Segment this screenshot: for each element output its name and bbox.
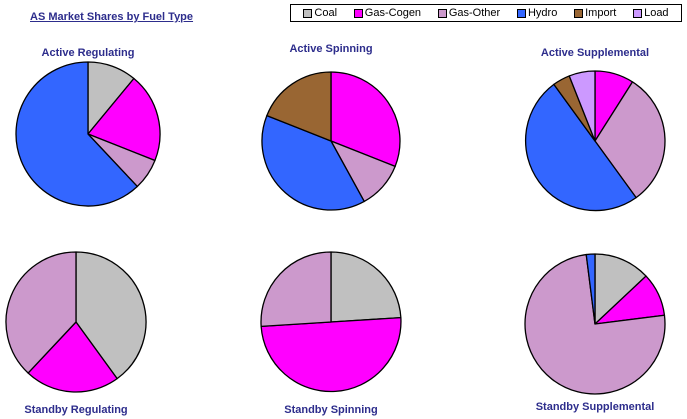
slice-standby-spinning-coal [330,251,402,323]
slice-active-spinning-import [266,71,332,142]
legend-label-coal: Coal [314,7,338,19]
slice-standby-supplemental-hydro [585,253,596,325]
pie-title-active-spinning: Active Spinning [289,43,372,55]
legend: Coal Gas-Cogen Gas-Other Hydro Import Lo… [290,4,682,22]
slice-standby-spinning-gas-other [260,251,332,328]
slice-active-spinning-hydro [261,114,365,211]
main-title: AS Market Shares by Fuel Type [30,11,194,23]
slice-active-supplemental-hydro [525,83,637,212]
legend-item-coal: Coal [303,7,337,19]
pie-active-regulating: Active Regulating [15,47,161,207]
pie-standby-spinning: Standby Spinning [260,251,402,416]
legend-label-import: Import [585,7,617,19]
legend-swatch-gas-other [437,8,447,18]
legend-label-gas-cogen: Gas-Cogen [364,7,422,19]
legend-item-import: Import [574,7,616,19]
legend-item-gas-cogen: Gas-Cogen [353,7,422,19]
legend-item-load: Load [633,7,669,19]
pie-standby-regulating: Standby Regulating [5,251,147,416]
legend-swatch-coal [303,8,313,18]
slice-standby-regulating-gas-other [5,251,77,374]
slice-active-spinning-gas-cogen [330,71,401,168]
slice-standby-regulating-gas-cogen [27,321,118,393]
slice-standby-regulating-coal [75,251,147,380]
legend-label-gas-other: Gas-Other [448,7,501,19]
pie-title-active-supplemental: Active Supplemental [541,47,649,59]
legend-swatch-load [633,8,643,18]
legend-item-gas-other: Gas-Other [437,7,501,19]
slice-active-supplemental-load [568,70,596,142]
legend-swatch-hydro [516,8,526,18]
pie-title-standby-spinning: Standby Spinning [284,404,378,416]
legend-label-hydro: Hydro [527,7,558,19]
pie-title-standby-supplemental: Standby Supplemental [536,401,655,413]
legend-label-load: Load [644,7,669,19]
pie-title-standby-regulating: Standby Regulating [24,404,127,416]
pie-standby-supplemental: Standby Supplemental [524,253,666,413]
pie-title-active-regulating: Active Regulating [42,47,135,59]
pie-active-supplemental: Active Supplemental [525,47,666,212]
slice-standby-spinning-gas-cogen [260,316,402,393]
legend-swatch-gas-cogen [353,8,363,18]
slice-active-supplemental-gas-other [594,81,666,199]
legend-item-hydro: Hydro [516,7,558,19]
pie-active-spinning: Active Spinning [261,43,401,211]
legend-swatch-import [574,8,584,18]
slice-active-regulating-gas-cogen [87,77,161,162]
slice-active-regulating-hydro [15,61,138,207]
slice-standby-supplemental-coal [594,253,647,325]
